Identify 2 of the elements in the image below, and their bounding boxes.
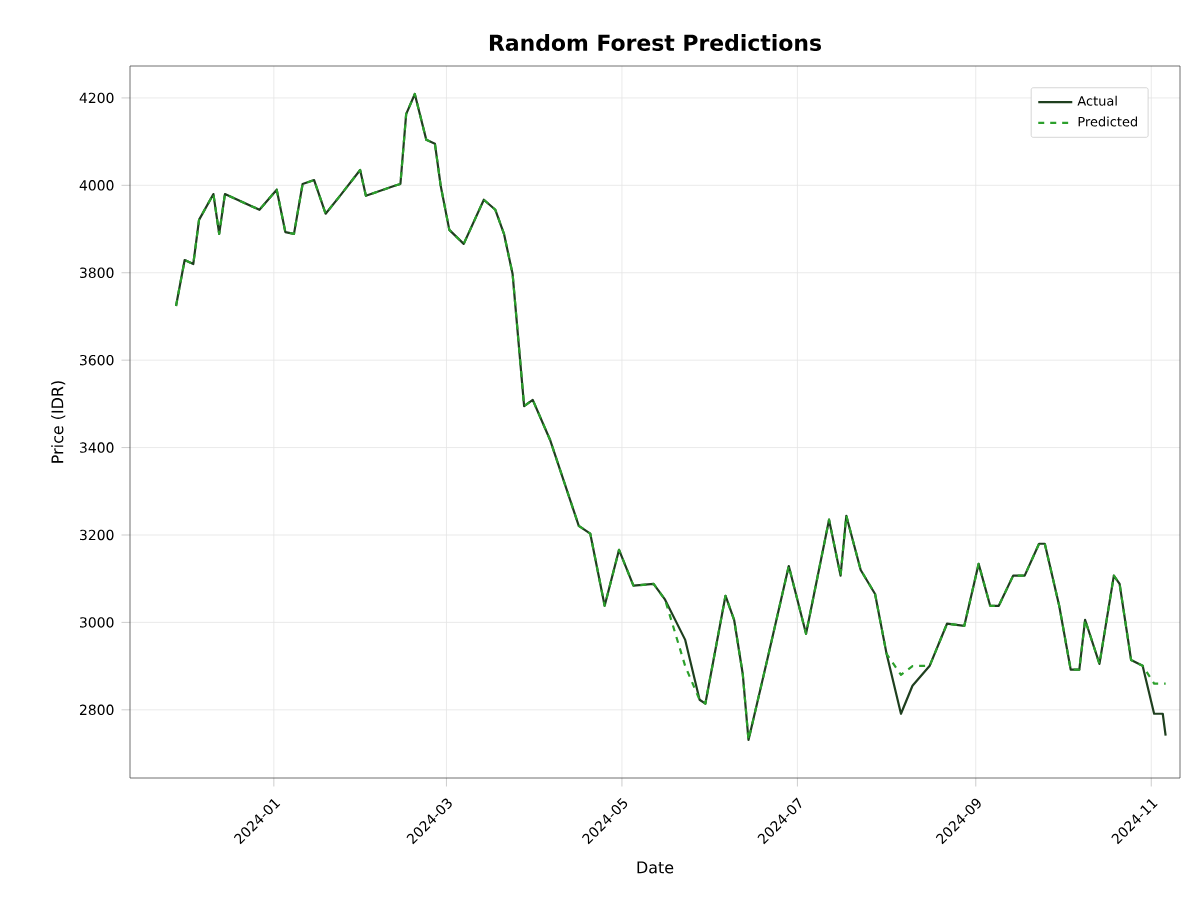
chart-title: Random Forest Predictions: [489, 34, 821, 51]
line-series: [174, 92, 1167, 742]
